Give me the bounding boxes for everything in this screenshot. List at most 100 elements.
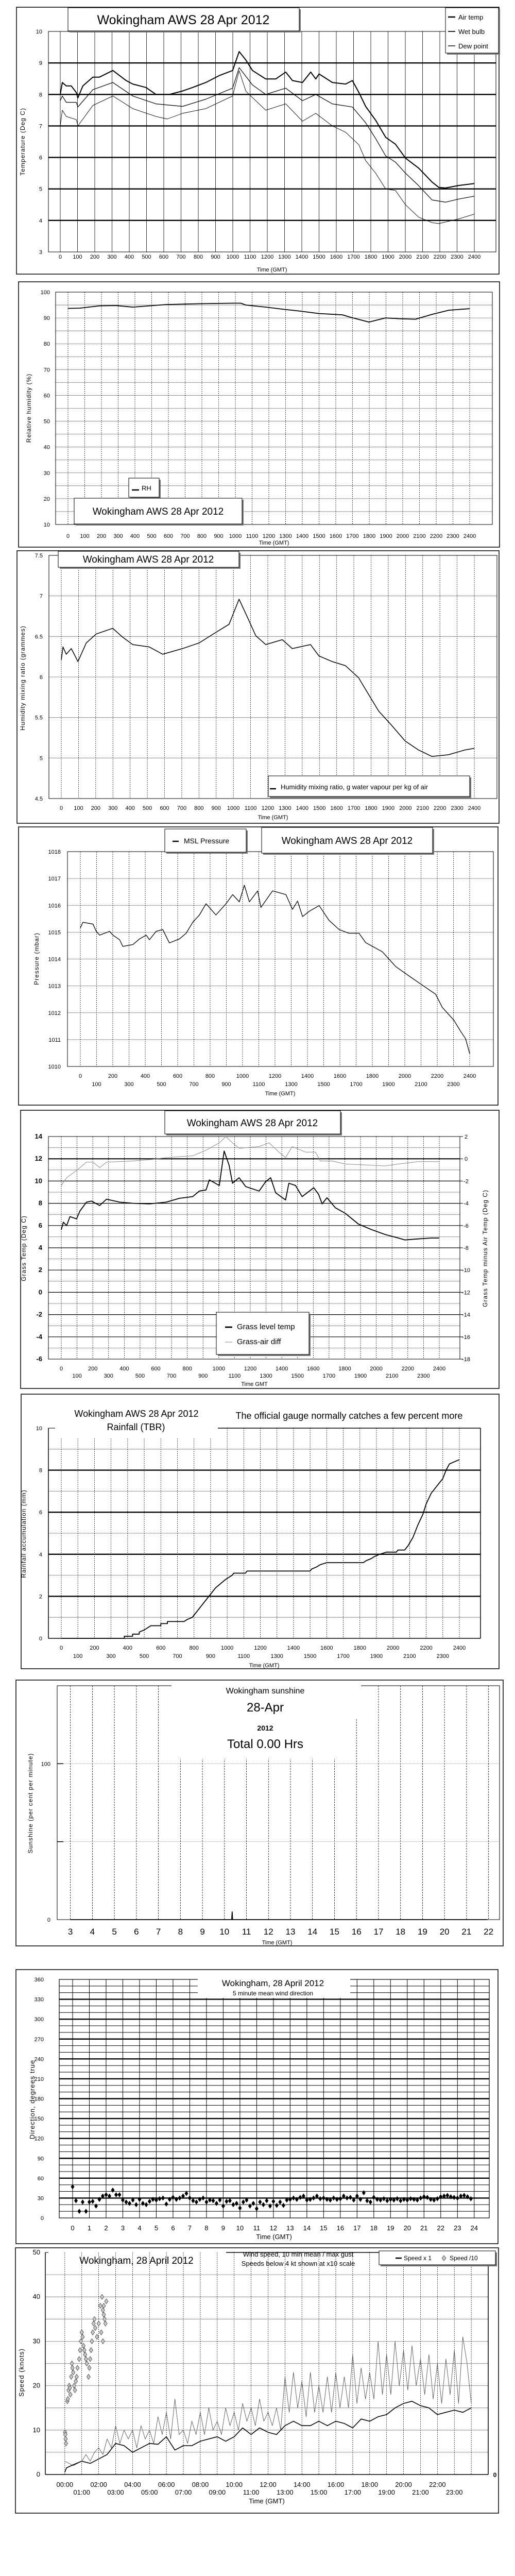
y-tick-label: 300	[35, 2016, 44, 2023]
speed-div10-point	[104, 2298, 109, 2304]
wind-direction-point	[225, 2198, 229, 2204]
wind-direction-point	[134, 2202, 138, 2208]
wind-direction-point	[288, 2196, 292, 2202]
wind-direction-point	[147, 2198, 151, 2204]
title-box	[164, 1110, 341, 1134]
x-tick-label: 10	[236, 2224, 244, 2232]
y-tick-label: 210	[35, 2076, 44, 2082]
x-tick-label: 1400	[296, 805, 308, 811]
y-tick-label: 30	[38, 2195, 44, 2201]
wind-direction-point	[111, 2187, 115, 2193]
wind-direction-point	[87, 2199, 91, 2205]
y-tick-label: 1018	[48, 849, 61, 855]
x-tick-label: 4	[138, 2224, 141, 2232]
sunshine-chart: 100 0 3 4 5 6 7 8 9 10 11 12 13 14 15 16 17 18 19 20 21 22 Tim…	[15, 1680, 504, 1946]
y-tick-label: 90	[44, 315, 50, 321]
x-tick-label: 0	[71, 2224, 74, 2232]
y-tick-label: 7	[39, 123, 42, 129]
legend-label: Speed x 1	[404, 2255, 432, 2262]
speed-div10-point	[90, 2338, 94, 2345]
x-tick-label: 18:00	[362, 2481, 379, 2488]
y-tick-label: 4	[39, 218, 42, 224]
x-tick-label: 10	[219, 1927, 229, 1937]
y-tick-label: 1015	[48, 929, 61, 936]
speed-div10-point	[99, 2329, 104, 2335]
x-axis-label: Time (GMT)	[256, 2233, 292, 2241]
x-tick-label: 100	[72, 1373, 81, 1379]
y-tick-label: 0	[39, 1636, 42, 1642]
wind-direction-point	[321, 2195, 325, 2201]
x-tick-label: 1400	[301, 1073, 314, 1079]
x-tick-label: 1900	[382, 805, 394, 811]
x-tick-label: 1200	[244, 1366, 256, 1372]
speed-div10-point	[100, 2294, 105, 2300]
y-tick-label: 330	[35, 1997, 44, 2003]
legend-box	[268, 775, 470, 797]
y-axis-label: Temperature (Deg C)	[19, 108, 26, 176]
series-rainfall-accumulation	[61, 1459, 460, 1639]
legend-label: Air temp	[458, 13, 483, 21]
x-tick-label: 12	[270, 2224, 277, 2232]
series-air-temp	[60, 51, 475, 189]
x-tick-label: 1	[88, 2224, 91, 2232]
y-tick-label: 60	[44, 393, 50, 399]
x-tick-label: 1100	[245, 805, 257, 811]
wind-direction-point	[445, 2193, 450, 2198]
wind-speed-chart: 0 10 20 30 40 50 0 00:0001:0002:0003:0004:0005:…	[15, 2247, 499, 2514]
x-tick-label: 200	[108, 1073, 117, 1079]
chart-year: 2012	[257, 1724, 273, 1732]
x-tick-label: 700	[189, 1081, 198, 1088]
wind-direction-point	[234, 2200, 238, 2206]
x-tick-label: 11	[242, 1927, 251, 1937]
speed-div10-point	[100, 2338, 105, 2345]
y2-tick-label: -10	[462, 1267, 470, 1274]
x-tick-label: 1100	[253, 1081, 265, 1088]
wind-direction-point	[154, 2197, 158, 2203]
x-tick-label: 300	[107, 254, 116, 260]
y-tick-label: 270	[35, 2037, 44, 2043]
wind-direction-point	[258, 2199, 262, 2205]
y-tick-label: 240	[35, 2056, 44, 2062]
x-tick-label: 8	[178, 1927, 183, 1937]
x-tick-label: 1200	[269, 1073, 281, 1079]
wind-direction-point	[345, 2195, 349, 2201]
speed-div10-point	[101, 2302, 106, 2309]
y-tick-label: -4	[36, 1333, 42, 1341]
x-tick-label: 1400	[296, 533, 308, 539]
y-tick-label: 5	[39, 187, 42, 193]
x-tick-label: 700	[176, 254, 185, 260]
x-tick-label: 16	[352, 1927, 362, 1937]
wind-direction-point	[211, 2198, 215, 2204]
x-tick-label: 14	[303, 2224, 311, 2232]
x-tick-label: 05:00	[141, 2488, 158, 2496]
x-tick-label: 500	[142, 254, 151, 260]
y-tick-label: 1017	[48, 876, 61, 882]
wind-direction-point	[385, 2198, 389, 2204]
chart-subtitle: Rainfall (TBR)	[107, 1422, 165, 1432]
x-tick-label: 1500	[317, 1081, 330, 1088]
y-tick-label: 20	[33, 2382, 40, 2389]
y-tick-label: 60	[38, 2176, 44, 2182]
wind-direction-point	[181, 2193, 185, 2199]
y-tick-label: 14	[35, 1132, 43, 1140]
wind-direction-point	[117, 2192, 122, 2197]
rainfall-chart: 0246810010020030040050060070080090010001…	[20, 1394, 500, 1669]
y2-tick-label: 0	[465, 1156, 468, 1162]
wind-direction-point	[161, 2195, 165, 2201]
x-tick-label: 500	[143, 805, 152, 811]
y2-axis-label: Grass Temp minus Air Temp (Deg C)	[482, 1190, 489, 1307]
y-tick-label: 80	[44, 341, 50, 347]
title-box	[67, 7, 300, 31]
wind-direction-point	[428, 2196, 433, 2202]
chart-title: Wokingham, 28 April 2012	[222, 1978, 324, 1988]
speed-div10-point	[74, 2374, 79, 2380]
x-tick-label: 800	[205, 1073, 215, 1079]
x-tick-label: 1900	[354, 1373, 367, 1379]
series-wet-bulb	[60, 67, 475, 202]
x-tick-label: 100	[80, 533, 89, 539]
x-tick-label: 2200	[434, 805, 446, 811]
speed-div10-point	[69, 2374, 74, 2380]
x-tick-label: 1000	[236, 1073, 249, 1079]
x-tick-label: 800	[182, 1366, 192, 1372]
x-tick-label: 1600	[320, 1645, 333, 1651]
